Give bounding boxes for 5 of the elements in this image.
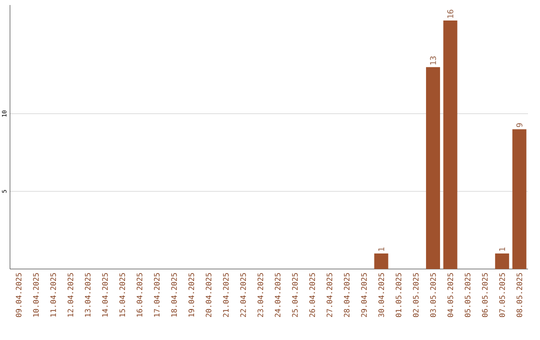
bar: [495, 253, 510, 269]
bar: [426, 67, 440, 269]
bar: [443, 20, 458, 269]
bar: [512, 129, 526, 269]
bar: [374, 253, 388, 269]
